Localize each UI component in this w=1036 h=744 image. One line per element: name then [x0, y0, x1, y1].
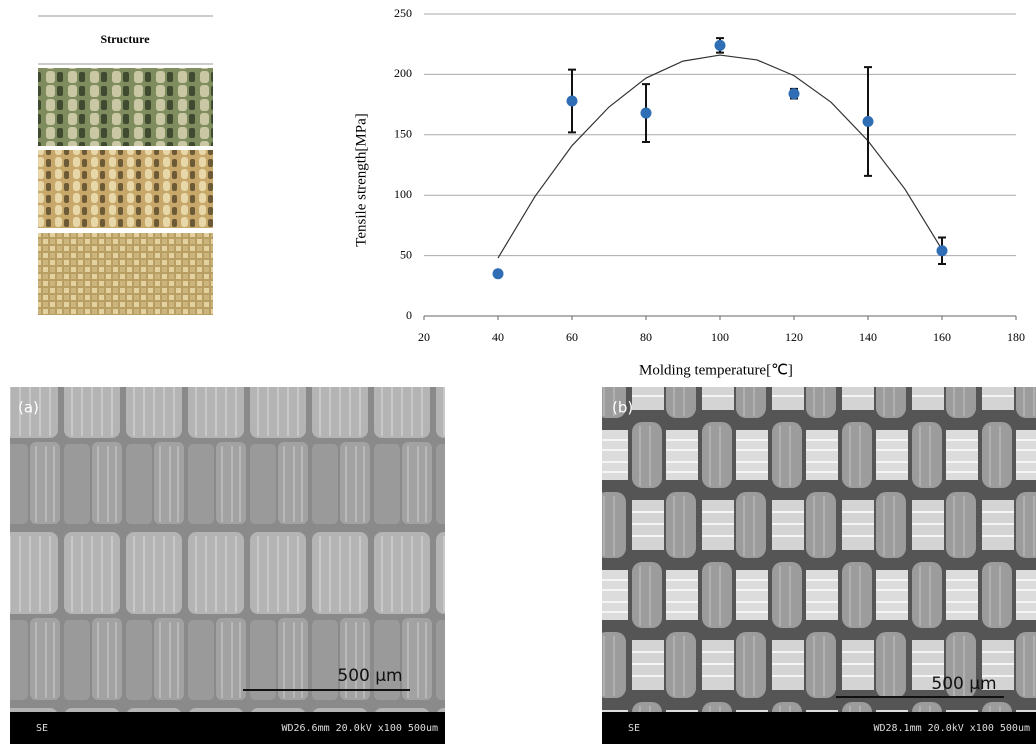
sem-info: WD28.1mm 20.0kV x100 500um: [873, 723, 1030, 734]
page: Structure (a) 500 μm SE WD26.6mm 20.0kV …: [0, 0, 1036, 744]
y-tick-label: 100: [394, 187, 412, 201]
sem-info: WD26.6mm 20.0kV x100 500um: [281, 723, 438, 734]
panel-label: (b): [612, 399, 633, 417]
point: [641, 108, 652, 119]
panel-label: (a): [18, 399, 39, 417]
y-tick-label: 250: [394, 6, 412, 20]
scale-label: 500 μm: [337, 666, 402, 686]
y-axis-label: Tensile strength[MPa]: [353, 113, 369, 247]
x-tick-label: 140: [859, 330, 877, 344]
structure-title: Structure: [100, 32, 150, 46]
y-tick-label: 150: [394, 127, 412, 141]
point: [493, 268, 504, 279]
point: [937, 245, 948, 256]
x-tick-label: 100: [711, 330, 729, 344]
x-tick-label: 80: [640, 330, 652, 344]
x-tick-label: 60: [566, 330, 578, 344]
scale-label: 500 μm: [931, 674, 996, 694]
fabric-image: [38, 233, 213, 315]
detector: SE: [36, 723, 48, 734]
y-tick-label: 200: [394, 66, 412, 80]
figure: Structure (a) 500 μm SE WD26.6mm 20.0kV …: [0, 0, 1036, 744]
point: [715, 40, 726, 51]
detector: SE: [628, 723, 640, 734]
fabric-image: [38, 68, 213, 146]
point: [863, 116, 874, 127]
x-tick-label: 120: [785, 330, 803, 344]
point: [789, 88, 800, 99]
y-tick-label: 0: [406, 308, 412, 322]
sem-image: [602, 387, 1036, 712]
sem-image: [10, 387, 445, 712]
trend-line: [498, 55, 942, 258]
x-axis-label: Molding temperature[℃]: [639, 362, 793, 378]
x-tick-label: 180: [1007, 330, 1025, 344]
point: [567, 95, 578, 106]
fabric-image: [38, 150, 213, 228]
x-tick-label: 160: [933, 330, 951, 344]
x-tick-label: 40: [492, 330, 504, 344]
x-tick-label: 20: [418, 330, 430, 344]
y-tick-label: 50: [400, 247, 412, 261]
